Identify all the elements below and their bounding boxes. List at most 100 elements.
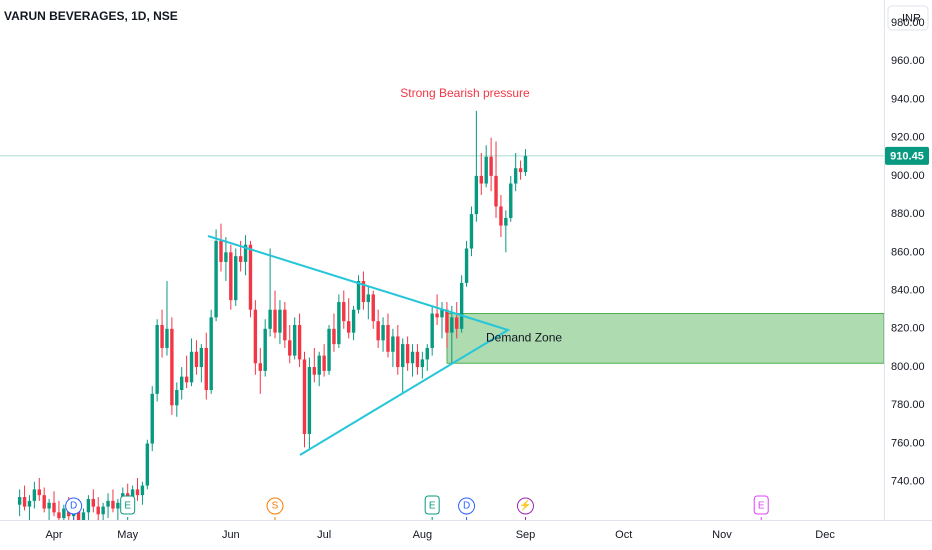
candle-body xyxy=(479,175,483,184)
candle-body xyxy=(509,183,513,218)
y-tick-label: 760.00 xyxy=(891,437,925,449)
candle-body xyxy=(234,256,238,301)
candle-body xyxy=(425,347,429,360)
candle-body xyxy=(37,489,41,496)
event-label: S xyxy=(272,501,279,512)
candle-body xyxy=(283,309,287,341)
event-icon[interactable] xyxy=(516,497,534,515)
candle-body xyxy=(278,309,282,333)
y-tick-label: 980.00 xyxy=(891,17,925,29)
candle-body xyxy=(386,325,390,352)
candle-body xyxy=(445,309,449,333)
y-tick-label: 740.00 xyxy=(891,476,925,488)
candle-body xyxy=(91,498,96,507)
y-tick-label: 780.00 xyxy=(891,399,925,411)
y-tick-label: 840.00 xyxy=(891,284,925,296)
candle-body xyxy=(204,347,208,390)
x-tick-label: Oct xyxy=(615,529,632,541)
candle-body xyxy=(209,317,213,390)
event-icon[interactable] xyxy=(753,495,769,515)
currency-button[interactable] xyxy=(887,5,929,31)
candle-body xyxy=(160,325,164,348)
candle-body xyxy=(62,508,66,519)
currency[interactable]: INR xyxy=(902,12,921,24)
x-tick-label: Aug xyxy=(413,529,433,541)
candle-body xyxy=(111,500,115,509)
x-tick-label: Dec xyxy=(815,529,835,541)
candle-body xyxy=(523,155,528,173)
candle-body xyxy=(238,256,243,262)
candle-body xyxy=(332,328,336,345)
candle-body xyxy=(292,325,297,356)
candle-body xyxy=(420,359,425,368)
candle-body xyxy=(371,294,375,322)
candle-body xyxy=(116,502,120,509)
last-price-label: 910.45 xyxy=(890,150,924,162)
candle-body xyxy=(180,376,184,390)
event-icon[interactable] xyxy=(65,497,83,515)
candle-body xyxy=(263,328,267,371)
candle-body xyxy=(435,313,439,318)
candle-body xyxy=(248,244,253,310)
demand-zone xyxy=(446,313,884,364)
candle-body xyxy=(391,336,395,352)
candle-body xyxy=(361,281,366,303)
candle-body xyxy=(302,359,307,434)
candle-body xyxy=(346,321,351,333)
x-tick-label: Jun xyxy=(222,529,240,541)
candle-body xyxy=(376,321,380,341)
candle-body xyxy=(175,390,179,406)
candle-body xyxy=(140,485,145,496)
event-icon[interactable] xyxy=(458,497,476,515)
chart-title: VARUN BEVERAGES, 1D, NSE xyxy=(4,9,178,23)
plot xyxy=(0,110,884,520)
last-price-box xyxy=(885,146,929,165)
y-tick-label: 860.00 xyxy=(891,246,925,258)
x-tick-label: May xyxy=(117,529,138,541)
candle-body xyxy=(165,328,169,348)
candle-body xyxy=(52,502,56,513)
y-tick-label: 880.00 xyxy=(891,208,925,220)
demand-zone-label: Demand Zone xyxy=(486,331,562,345)
candle-body xyxy=(464,248,469,283)
candle-body xyxy=(288,340,292,356)
y-tick-label: 960.00 xyxy=(891,55,925,67)
event-label: D xyxy=(70,501,77,512)
candle-body xyxy=(381,325,385,341)
candle-body xyxy=(42,495,46,509)
candle-body xyxy=(189,351,194,383)
annotation: Strong Bearish pressure xyxy=(400,86,530,100)
y-tick-label: 800.00 xyxy=(891,361,925,373)
candle-body xyxy=(258,363,262,371)
event-label: E xyxy=(758,501,765,512)
y-tick-label: 900.00 xyxy=(891,170,925,182)
event-icon[interactable] xyxy=(120,495,136,515)
candle-body xyxy=(86,498,91,513)
candle-body xyxy=(101,506,105,515)
event-icon[interactable] xyxy=(266,497,284,515)
candle-body xyxy=(224,252,228,262)
candle-body xyxy=(135,489,140,496)
candle-body xyxy=(351,309,356,333)
candle-body xyxy=(356,281,361,310)
candle-body xyxy=(440,309,444,318)
candle-body xyxy=(297,325,302,360)
event-icon[interactable] xyxy=(424,495,440,515)
candle-body xyxy=(57,512,61,519)
candle-body xyxy=(214,240,218,318)
candle-body xyxy=(405,344,410,364)
candle-body xyxy=(327,328,331,371)
candle-body xyxy=(96,506,100,515)
candle-body xyxy=(219,240,223,262)
candle-body xyxy=(253,309,258,364)
candle-body xyxy=(401,344,405,368)
candle-body xyxy=(81,512,86,520)
candle-body xyxy=(194,351,199,368)
event-label: D xyxy=(463,501,470,512)
y-tick-label: 820.00 xyxy=(891,323,925,335)
candle-body xyxy=(494,175,498,207)
candle-body xyxy=(312,367,317,375)
candle-body xyxy=(455,317,459,329)
candle-body xyxy=(474,175,479,215)
x-tick-label: Sep xyxy=(516,529,536,541)
